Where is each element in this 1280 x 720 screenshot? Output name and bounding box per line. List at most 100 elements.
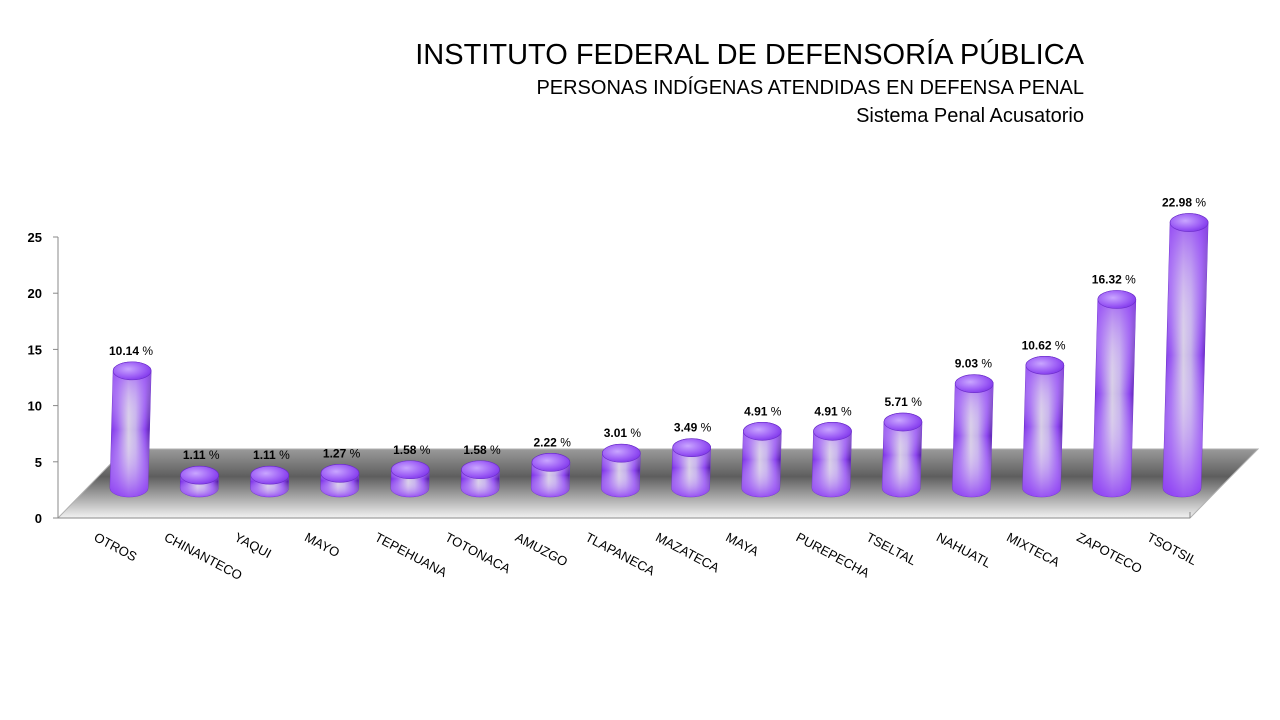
value-label-unit: % (557, 435, 571, 449)
value-label: 9.03 % (955, 357, 993, 371)
value-label: 10.62 % (1022, 338, 1066, 352)
bar (390, 460, 430, 498)
bar-top (813, 421, 852, 441)
value-label-unit: % (1192, 196, 1206, 210)
bar-top (531, 453, 571, 472)
chart-subtitle: PERSONAS INDÍGENAS ATENDIDAS EN DEFENSA … (536, 77, 1084, 99)
y-tick-label: 5 (35, 455, 42, 470)
value-label-number: 4.91 (814, 404, 838, 418)
value-label: 1.11 % (253, 448, 290, 462)
value-label-unit: % (697, 421, 711, 435)
value-label-number: 1.58 (463, 443, 487, 457)
value-label: 4.91 % (744, 404, 782, 418)
y-axis-ticks: 0 5 10 15 20 25 (28, 230, 58, 526)
value-label-number: 2.22 (534, 435, 558, 449)
value-label-unit: % (206, 448, 220, 462)
value-label: 3.49 % (674, 421, 712, 435)
value-label-number: 22.98 (1162, 196, 1192, 210)
bar-top (390, 460, 430, 480)
value-label-number: 3.01 (604, 426, 628, 440)
y-tick-label: 10 (28, 399, 42, 414)
value-label: 1.11 % (183, 448, 220, 462)
bar-shading (952, 374, 994, 497)
chart-title-block: INSTITUTO FEDERAL DE DEFENSORÍA PÚBLICA … (415, 36, 1084, 130)
value-label-number: 5.71 (885, 395, 909, 409)
bars-group (109, 213, 1209, 498)
value-label-number: 1.27 (323, 446, 347, 460)
x-tick-label: OTROS (92, 529, 140, 564)
bar-shading (882, 413, 922, 497)
x-tick-label: AMUZGO (513, 529, 570, 569)
y-tick-label: 0 (35, 511, 42, 526)
y-tick-label: 20 (28, 286, 42, 301)
x-tick-label: TEPEHUANA (372, 529, 449, 580)
bar-top (743, 421, 782, 441)
bar-top (320, 464, 360, 483)
chart-subsubtitle: Sistema Penal Acusatorio (856, 105, 1084, 127)
bar-shading (1163, 213, 1209, 497)
x-tick-label: MAZATECA (653, 529, 722, 575)
value-label-unit: % (487, 443, 501, 457)
bar-top (1097, 290, 1137, 309)
bar-top (602, 443, 641, 463)
bar-top (112, 361, 152, 381)
value-label-number: 1.11 (253, 448, 276, 462)
bar (952, 374, 994, 498)
value-label: 10.14 % (109, 344, 153, 358)
x-tick-label: YAQUI (232, 529, 274, 561)
value-labels: 10.14 %1.11 % 1.11 % 1.27 % 1.58 % 1.58 %2.2… (109, 196, 1206, 463)
x-tick-label: TOTONACA (443, 529, 514, 576)
value-label: 16.32 % (1092, 273, 1136, 287)
value-label-unit: % (908, 395, 922, 409)
value-label-unit: % (1122, 273, 1136, 287)
bar-shading (1022, 356, 1064, 497)
value-label: 1.58 % (463, 443, 501, 457)
value-label-unit: % (139, 344, 153, 358)
bar (179, 465, 219, 498)
bar-top (180, 465, 219, 485)
bar-shading (110, 361, 152, 497)
bar (671, 438, 711, 498)
bar (1162, 213, 1209, 498)
value-label-number: 1.58 (393, 443, 417, 457)
x-tick-label: MIXTECA (1004, 529, 1062, 570)
value-label-unit: % (346, 446, 360, 460)
value-label: 2.22 % (534, 435, 572, 449)
bar (601, 443, 641, 498)
value-label-number: 16.32 (1092, 273, 1122, 287)
bar (460, 460, 500, 498)
value-label-unit: % (1052, 338, 1066, 352)
value-label-unit: % (627, 426, 641, 440)
value-label-number: 3.49 (674, 421, 698, 435)
x-tick-label: MAYA (723, 529, 761, 559)
bar-shading (1092, 290, 1136, 497)
y-tick-label: 25 (28, 230, 42, 245)
x-tick-label: TSOTSIL (1145, 529, 1200, 568)
value-label-unit: % (978, 357, 992, 371)
bar (250, 465, 290, 498)
value-label: 22.98 % (1162, 196, 1206, 210)
y-tick-label: 15 (28, 342, 42, 357)
x-tick-label: CHINANTECO (162, 529, 245, 583)
bar-top (1169, 213, 1209, 232)
x-tick-label: NAHUATL (934, 529, 994, 570)
value-label: 5.71 % (885, 395, 923, 409)
bar-top (1025, 356, 1065, 375)
x-tick-label: TLAPANECA (583, 529, 658, 578)
bar-top (461, 460, 500, 480)
bar (1022, 356, 1065, 498)
bar (320, 464, 360, 498)
value-label-number: 4.91 (744, 404, 768, 418)
value-label-unit: % (767, 404, 781, 418)
value-label: 4.91 % (814, 404, 852, 418)
x-tick-label: TSELTAL (864, 529, 919, 568)
value-label: 1.27 % (323, 446, 361, 460)
bar-top (883, 412, 923, 432)
bar (881, 412, 923, 498)
chart-floor (56, 448, 1260, 519)
x-tick-label: PUREPECHA (794, 529, 873, 580)
bar (741, 421, 782, 498)
value-label-number: 1.11 (183, 448, 206, 462)
value-label-number: 10.14 (109, 344, 139, 358)
